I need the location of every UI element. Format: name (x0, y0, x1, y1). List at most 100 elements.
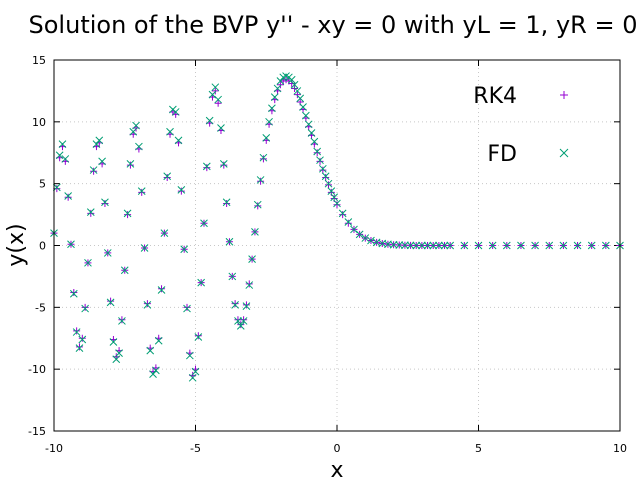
data-point-fd (406, 241, 415, 250)
x-tick-label: -5 (190, 442, 201, 455)
data-point-fd (103, 249, 112, 257)
data-point-fd (268, 104, 276, 113)
data-point-rk4 (211, 87, 219, 95)
data-point-fd (135, 142, 143, 151)
legend-marker-rk4 (560, 91, 568, 99)
data-point-rk4 (245, 280, 253, 288)
data-point-rk4 (319, 166, 327, 174)
data-point-rk4 (257, 177, 265, 185)
data-point-fd (163, 172, 172, 181)
data-point-rk4 (90, 167, 98, 175)
data-point-fd (327, 187, 336, 195)
data-point-fd (460, 241, 469, 250)
data-point-rk4 (138, 188, 146, 196)
data-point-fd (183, 304, 191, 313)
data-point-fd (129, 127, 138, 136)
data-point-rk4 (259, 155, 267, 163)
data-point-fd (559, 241, 568, 250)
data-point-rk4 (288, 79, 296, 87)
data-point-fd (545, 241, 554, 250)
data-point-fd (200, 219, 208, 228)
data-point-fd (61, 155, 70, 163)
data-point-fd (185, 351, 194, 360)
data-point-fd (248, 255, 256, 263)
data-point-fd (64, 192, 73, 200)
data-point-fd (78, 335, 87, 344)
data-point-fd (67, 240, 75, 249)
data-point-fd (101, 198, 109, 207)
data-point-fd (219, 160, 228, 168)
x-tick-label: 5 (475, 442, 482, 455)
data-point-fd (412, 241, 421, 250)
y-axis-label: y(x) (4, 223, 29, 266)
data-point-fd (435, 241, 443, 250)
data-point-fd (81, 304, 89, 313)
data-point-rk4 (344, 219, 352, 227)
data-point-fd (290, 80, 299, 89)
data-point-rk4 (126, 161, 134, 169)
data-point-fd (118, 317, 126, 325)
y-tick-label: 5 (39, 178, 46, 191)
data-point-fd (429, 241, 438, 250)
data-point-fd (361, 234, 370, 242)
data-point-fd (126, 160, 135, 168)
x-tick-label: 10 (613, 442, 627, 455)
data-point-fd (86, 208, 95, 216)
plot-frame (53, 59, 621, 432)
data-point-fd (106, 298, 115, 307)
data-point-fd (440, 241, 449, 250)
data-point-fd (208, 90, 217, 99)
data-point-rk4 (240, 316, 248, 324)
data-point-fd (115, 349, 123, 357)
data-point-fd (98, 157, 106, 166)
series-rk4 (50, 76, 624, 379)
data-point-fd (191, 367, 200, 376)
data-point-fd (355, 230, 364, 239)
data-point-fd (242, 302, 251, 310)
data-point-fd (202, 162, 211, 171)
data-point-rk4 (293, 91, 301, 99)
series-markers (50, 72, 624, 382)
data-point-rk4 (214, 99, 222, 107)
data-point-fd (109, 338, 118, 346)
data-point-fd (231, 301, 239, 309)
x-tick-label: 0 (334, 442, 341, 455)
y-tick-label: -5 (35, 301, 46, 314)
data-point-fd (174, 136, 183, 145)
legend-marker-fd (559, 148, 569, 158)
legend-label-rk4: RK4 (473, 84, 517, 109)
data-point-fd (389, 240, 398, 249)
data-point-fd (256, 176, 265, 184)
data-point-rk4 (124, 211, 132, 219)
data-point-fd (418, 241, 426, 250)
data-point-fd (120, 266, 129, 275)
data-point-rk4 (107, 297, 115, 305)
data-point-fd (180, 245, 189, 254)
data-point-fd (531, 241, 539, 250)
data-point-fd (333, 199, 341, 208)
data-point-rk4 (101, 199, 109, 207)
legend-label-fd: FD (487, 142, 517, 167)
data-point-fd (313, 147, 322, 156)
data-point-fd (251, 228, 259, 236)
data-point-fd (265, 117, 273, 126)
data-point-fd (502, 241, 511, 250)
data-point-fd (197, 278, 206, 287)
data-point-fd (273, 84, 282, 93)
data-point-fd (276, 77, 285, 85)
data-point-fd (146, 346, 155, 355)
legend-symbol-rk4 (560, 91, 568, 99)
data-point-rk4 (237, 321, 245, 329)
data-point-rk4 (313, 149, 321, 157)
data-point-fd (423, 241, 432, 250)
data-point-rk4 (177, 187, 185, 195)
data-point-fd (112, 355, 121, 364)
data-point-rk4 (73, 327, 81, 335)
data-point-fd (217, 124, 225, 132)
data-point-fd (270, 93, 279, 101)
data-point-fd (152, 366, 160, 375)
data-point-rk4 (78, 334, 86, 342)
data-point-fd (149, 370, 157, 378)
data-point-fd (299, 103, 307, 111)
data-point-fd (160, 229, 169, 237)
